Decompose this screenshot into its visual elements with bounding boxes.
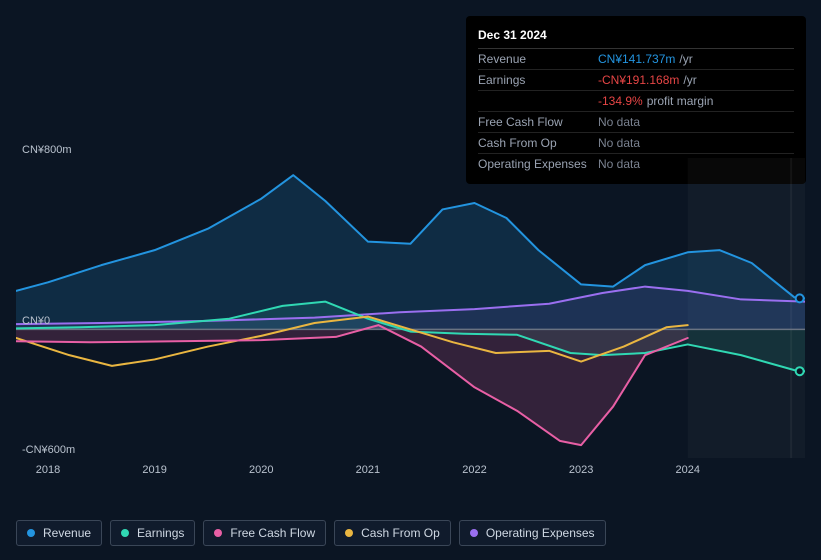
legend-dot [121, 529, 129, 537]
tooltip-row-label: Revenue [478, 52, 598, 66]
tooltip-row-value: CN¥141.737m/yr [598, 52, 794, 66]
legend-dot [470, 529, 478, 537]
x-axis-label: 2024 [675, 464, 699, 476]
chart-area[interactable]: CN¥800mCN¥0-CN¥600m 20182019202020212022… [16, 158, 805, 484]
legend-item-revenue[interactable]: Revenue [16, 520, 102, 546]
tooltip-row: RevenueCN¥141.737m/yr [478, 49, 794, 70]
legend-item-earnings[interactable]: Earnings [110, 520, 195, 546]
legend: Revenue Earnings Free Cash Flow Cash From O… [16, 520, 606, 546]
tooltip-row-label: Earnings [478, 73, 598, 87]
tooltip-row-value: No data [598, 115, 794, 129]
legend-label: Earnings [137, 526, 184, 540]
legend-label: Operating Expenses [486, 526, 595, 540]
x-axis-labels: 2018 2019 2020 2021 2022 2023 2024 [16, 464, 805, 484]
tooltip-row-value: -134.9%profit margin [598, 94, 794, 108]
x-axis-label: 2020 [249, 464, 273, 476]
tooltip-row-label: Cash From Op [478, 136, 598, 150]
y-axis-label: CN¥800m [22, 144, 72, 156]
legend-label: Revenue [43, 526, 91, 540]
legend-dot [214, 529, 222, 537]
tooltip-title: Dec 31 2024 [478, 24, 794, 49]
tooltip-row: -134.9%profit margin [478, 91, 794, 112]
x-axis-label: 2023 [569, 464, 593, 476]
y-axis-label: CN¥0 [22, 315, 50, 327]
legend-item-free-cash-flow[interactable]: Free Cash Flow [203, 520, 326, 546]
tooltip-row: Earnings-CN¥191.168m/yr [478, 70, 794, 91]
y-axis-label: -CN¥600m [22, 444, 75, 456]
legend-item-cash-from-op[interactable]: Cash From Op [334, 520, 451, 546]
x-axis-label: 2022 [462, 464, 486, 476]
tooltip-row-label: Free Cash Flow [478, 115, 598, 129]
legend-label: Cash From Op [361, 526, 440, 540]
tooltip-row: Cash From OpNo data [478, 133, 794, 154]
legend-dot [345, 529, 353, 537]
legend-label: Free Cash Flow [230, 526, 315, 540]
legend-item-operating-expenses[interactable]: Operating Expenses [459, 520, 606, 546]
x-axis-label: 2019 [142, 464, 166, 476]
root: Dec 31 2024 RevenueCN¥141.737m/yrEarning… [0, 0, 821, 560]
x-axis-label: 2018 [36, 464, 60, 476]
legend-dot [27, 529, 35, 537]
tooltip-row-value: No data [598, 136, 794, 150]
chart-svg [16, 158, 805, 458]
x-axis-label: 2021 [356, 464, 380, 476]
tooltip-row-value: -CN¥191.168m/yr [598, 73, 794, 87]
tooltip-row: Free Cash FlowNo data [478, 112, 794, 133]
tooltip-row-label [478, 94, 598, 108]
